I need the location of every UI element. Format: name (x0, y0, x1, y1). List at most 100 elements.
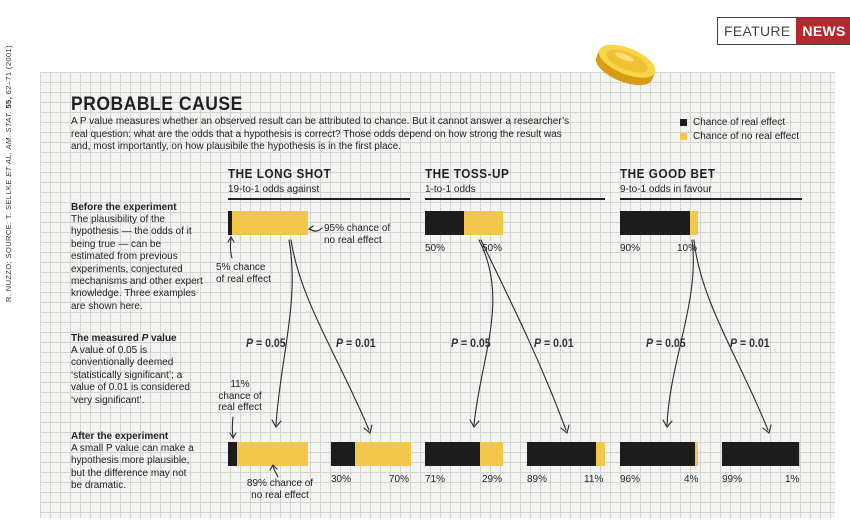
p-value-text: = 0.01 (543, 336, 574, 350)
p-value-text: = 0.05 (460, 336, 491, 350)
legend-swatch-noreal (680, 133, 687, 140)
pct-label: 71% (425, 474, 446, 485)
annotation-pointer (227, 235, 235, 259)
intro-text: A P value measures whether an observed r… (71, 116, 570, 153)
column-subtitle-good-bet: 9-to-1 odds in favour (620, 184, 712, 195)
page-title: PROBABLE CAUSE (71, 94, 243, 115)
row-text-measured: A value of 0.05 is conventionally deemed… (71, 345, 190, 406)
column-rule-good-bet (620, 198, 802, 200)
bar-segment-real (425, 442, 481, 466)
row-text-after: A small P value can make a hypothesis mo… (71, 443, 194, 492)
bar-segment-real (228, 211, 232, 235)
before-bar-long-shot (228, 211, 308, 235)
annotation-before-real: 5% chance of real effect (216, 262, 271, 285)
pct-label: 89% (527, 474, 548, 485)
p-letter: P (336, 336, 344, 350)
curved-arrow-icon (469, 239, 494, 428)
annotation-pointer (229, 416, 237, 440)
before-bar-toss-up (425, 211, 503, 235)
bar-segment-real (228, 442, 237, 466)
pct-label: 50% (482, 243, 503, 254)
curved-arrow-icon (480, 239, 570, 434)
legend-noreal-label: Chance of no real effect (693, 131, 799, 142)
bar-segment-noreal (690, 211, 698, 235)
bar-segment-noreal (464, 211, 503, 235)
legend-noreal: Chance of no real effect (680, 131, 799, 142)
p-value-label: P = 0.05 (451, 336, 491, 350)
annotation-after-real: 11% chance of real effect (218, 379, 262, 413)
row-heading-after: After the experiment (71, 431, 169, 442)
legend-real-label: Chance of real effect (693, 117, 786, 128)
bar-segment-real (620, 442, 695, 466)
feature-label: FEATURE (718, 18, 797, 44)
bar-segment-real (620, 211, 691, 235)
p-value-label: P = 0.01 (336, 336, 376, 350)
p-value-text: = 0.01 (739, 336, 770, 350)
pct-label: 11% (584, 474, 604, 485)
p-letter: P (246, 336, 254, 350)
before-bar-good-bet (620, 211, 698, 235)
row-heading-measured: The measured P value (71, 333, 177, 344)
pct-label: 1% (785, 474, 800, 485)
after-bar-good-bet-p01 (722, 442, 800, 466)
pct-label: 10% (677, 243, 698, 254)
p-letter: P (451, 336, 459, 350)
p-value-label: P = 0.01 (534, 336, 574, 350)
column-rule-long-shot (228, 198, 410, 200)
curved-arrow-icon (271, 239, 293, 428)
bar-segment-noreal (236, 442, 308, 466)
curved-arrow-icon (662, 239, 694, 428)
bar-segment-real (425, 211, 464, 235)
legend-real: Chance of real effect (680, 117, 785, 128)
p-value-text: = 0.01 (345, 336, 376, 350)
bar-segment-real (331, 442, 355, 466)
graph-paper-background (40, 72, 835, 518)
bar-segment-noreal (355, 442, 411, 466)
column-title-long-shot: THE LONG SHOT (228, 166, 332, 181)
bar-segment-noreal (596, 442, 605, 466)
bar-segment-real (722, 442, 800, 466)
bar-segment-noreal (694, 442, 698, 466)
after-bar-long-shot-p05 (228, 442, 308, 466)
column-rule-toss-up (425, 198, 605, 200)
bar-segment-noreal (480, 442, 503, 466)
after-bar-toss-up-p05 (425, 442, 503, 466)
curved-arrow-icon (290, 239, 373, 434)
after-bar-long-shot-p01 (331, 442, 411, 466)
bar-segment-real (527, 442, 597, 466)
annotation-before-noreal: 95% chance of no real effect (324, 223, 391, 246)
bar-segment-noreal (232, 211, 308, 235)
pct-label: 50% (425, 243, 446, 254)
pct-label: 96% (620, 474, 641, 485)
annotation-after-noreal: 89% chance of no real effect (246, 478, 314, 501)
p-value-label: P = 0.05 (646, 336, 686, 350)
curved-arrow-icon (693, 239, 772, 434)
p-value-text: = 0.05 (655, 336, 686, 350)
p-value-label: P = 0.01 (730, 336, 770, 350)
pct-label: 70% (389, 474, 410, 485)
p-value-text: = 0.05 (255, 336, 286, 350)
bar-segment-noreal (799, 442, 800, 466)
p-letter: P (646, 336, 654, 350)
gold-coin-icon (595, 44, 656, 86)
column-subtitle-long-shot: 19-to-1 odds against (228, 184, 320, 195)
pct-label: 30% (331, 474, 352, 485)
after-bar-good-bet-p05 (620, 442, 698, 466)
pct-label: 29% (482, 474, 503, 485)
row-heading-before: Before the experiment (71, 202, 177, 213)
column-title-toss-up: THE TOSS-UP (425, 166, 510, 181)
column-title-good-bet: THE GOOD BET (620, 166, 716, 181)
after-bar-toss-up-p01 (527, 442, 605, 466)
p-letter: P (730, 336, 738, 350)
p-value-label: P = 0.05 (246, 336, 286, 350)
pct-label: 4% (684, 474, 699, 485)
pct-label: 90% (620, 243, 641, 254)
annotation-pointer (307, 225, 323, 232)
news-label: NEWS (796, 18, 850, 44)
p-letter: P (534, 336, 542, 350)
legend-swatch-real (680, 119, 687, 126)
row-text-before: The plausibility of the hypothesis — the… (71, 214, 203, 312)
column-subtitle-toss-up: 1-to-1 odds (425, 184, 476, 195)
section-badge: FEATURE NEWS (717, 17, 850, 45)
